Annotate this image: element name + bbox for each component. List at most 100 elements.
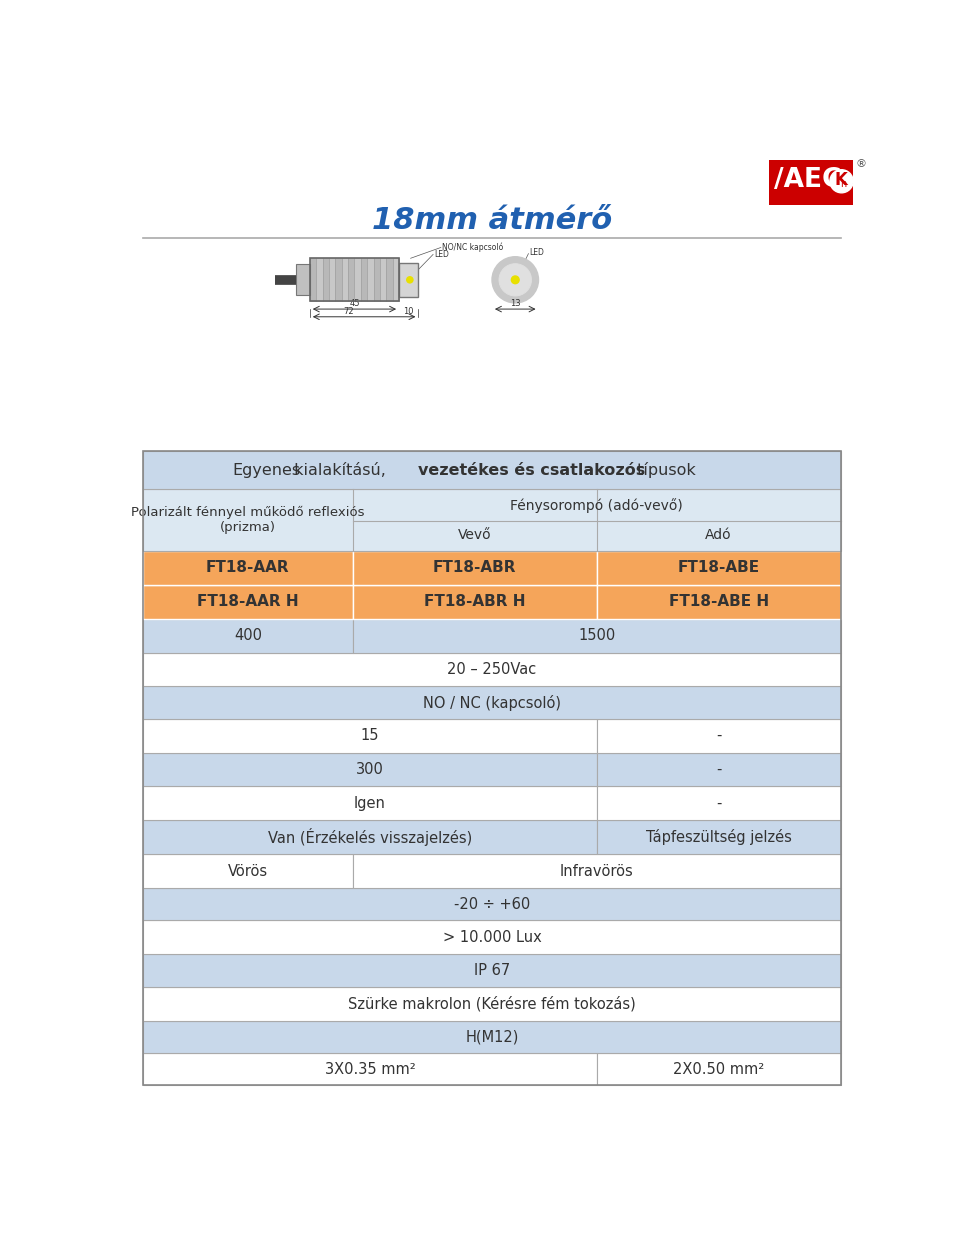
Bar bbox=[323, 258, 329, 302]
Bar bbox=[352, 618, 841, 653]
Text: kialakítású,: kialakítású, bbox=[289, 463, 391, 478]
Bar bbox=[316, 258, 323, 302]
Bar bbox=[373, 258, 380, 302]
Bar bbox=[342, 258, 348, 302]
Bar bbox=[143, 618, 352, 653]
Circle shape bbox=[512, 276, 519, 284]
Bar bbox=[143, 551, 352, 585]
Text: FT18-AAR H: FT18-AAR H bbox=[197, 594, 299, 609]
Bar bbox=[143, 450, 841, 489]
Circle shape bbox=[499, 263, 532, 297]
Bar bbox=[143, 987, 841, 1020]
Bar bbox=[596, 551, 841, 585]
Text: FT18-ABE H: FT18-ABE H bbox=[668, 594, 769, 609]
Bar bbox=[143, 921, 841, 954]
Bar bbox=[386, 258, 393, 302]
Bar bbox=[596, 787, 841, 820]
Text: Adó: Adó bbox=[706, 529, 732, 542]
Text: Igen: Igen bbox=[354, 795, 386, 810]
Text: Infravörös: Infravörös bbox=[560, 864, 634, 879]
Bar bbox=[596, 1052, 841, 1085]
Text: NO/NC kapcsoló: NO/NC kapcsoló bbox=[442, 243, 503, 252]
Text: Van (Érzékelés visszajelzés): Van (Érzékelés visszajelzés) bbox=[268, 828, 472, 846]
Text: Tápfeszültség jelzés: Tápfeszültség jelzés bbox=[646, 829, 792, 845]
Bar bbox=[596, 820, 841, 854]
Text: 18mm átmérő: 18mm átmérő bbox=[372, 206, 612, 235]
Text: FT18-ABE: FT18-ABE bbox=[678, 560, 759, 576]
Text: /AEC: /AEC bbox=[774, 166, 842, 192]
Bar bbox=[329, 258, 335, 302]
Text: K: K bbox=[834, 171, 847, 190]
Bar bbox=[143, 1020, 841, 1052]
Text: -: - bbox=[716, 795, 721, 810]
Bar bbox=[143, 686, 841, 719]
Text: -20 ÷ +60: -20 ÷ +60 bbox=[454, 897, 530, 912]
Circle shape bbox=[829, 170, 853, 192]
Bar bbox=[352, 585, 596, 618]
Text: > 10.000 Lux: > 10.000 Lux bbox=[443, 930, 541, 944]
Bar bbox=[143, 752, 596, 787]
Text: -: - bbox=[716, 762, 721, 777]
Text: 1500: 1500 bbox=[578, 628, 615, 643]
Bar bbox=[310, 258, 316, 302]
Bar bbox=[596, 719, 841, 752]
Bar bbox=[143, 1052, 596, 1085]
Bar bbox=[143, 820, 596, 854]
Bar bbox=[770, 160, 853, 205]
Bar bbox=[335, 258, 342, 302]
Text: LED: LED bbox=[434, 249, 448, 259]
Bar bbox=[596, 752, 841, 787]
Text: IP 67: IP 67 bbox=[474, 963, 510, 978]
Bar bbox=[367, 258, 373, 302]
Text: H(M12): H(M12) bbox=[466, 1029, 518, 1044]
Text: -: - bbox=[716, 728, 721, 743]
Text: Polarizált fénnyel működő reflexiós
(prizma): Polarizált fénnyel működő reflexiós (pri… bbox=[132, 506, 365, 534]
Bar bbox=[354, 258, 361, 302]
Bar bbox=[143, 653, 841, 686]
Text: 72: 72 bbox=[343, 307, 353, 316]
Text: FT18-ABR: FT18-ABR bbox=[433, 560, 516, 576]
Bar bbox=[596, 585, 841, 618]
Bar bbox=[296, 264, 310, 295]
Bar bbox=[361, 258, 367, 302]
Text: 300: 300 bbox=[356, 762, 384, 777]
Text: 3X0.35 mm²: 3X0.35 mm² bbox=[324, 1061, 416, 1077]
Bar bbox=[143, 954, 841, 987]
Text: LED: LED bbox=[529, 248, 544, 257]
Bar bbox=[348, 258, 354, 302]
Bar bbox=[310, 258, 399, 302]
Text: FT18-ABR H: FT18-ABR H bbox=[423, 594, 525, 609]
Circle shape bbox=[407, 277, 413, 283]
Text: h: h bbox=[840, 179, 846, 189]
Bar bbox=[143, 719, 596, 752]
Text: 13: 13 bbox=[510, 299, 520, 308]
Bar bbox=[143, 787, 596, 820]
Text: FT18-AAR: FT18-AAR bbox=[206, 560, 290, 576]
Circle shape bbox=[492, 257, 539, 303]
Text: 10: 10 bbox=[403, 307, 414, 316]
Text: Vörös: Vörös bbox=[228, 864, 268, 879]
Text: Szürke makrolon (Kérésre fém tokozás): Szürke makrolon (Kérésre fém tokozás) bbox=[348, 995, 636, 1011]
Text: 400: 400 bbox=[234, 628, 262, 643]
Text: Egyenes: Egyenes bbox=[232, 463, 300, 478]
Bar bbox=[380, 258, 386, 302]
Bar bbox=[143, 450, 841, 1085]
Bar bbox=[352, 551, 596, 585]
Text: 20 – 250Vac: 20 – 250Vac bbox=[447, 661, 537, 676]
Text: 15: 15 bbox=[361, 728, 379, 743]
Bar bbox=[143, 889, 841, 921]
Bar bbox=[399, 263, 419, 297]
Text: 2X0.50 mm²: 2X0.50 mm² bbox=[673, 1061, 764, 1077]
Bar bbox=[393, 258, 399, 302]
Text: Fénysorompó (adó-vevő): Fénysorompó (adó-vevő) bbox=[511, 498, 683, 513]
Bar bbox=[143, 489, 841, 551]
Bar bbox=[143, 585, 352, 618]
Text: ®: ® bbox=[855, 159, 867, 169]
Text: típusok: típusok bbox=[632, 462, 695, 478]
Text: vezetékes és csatlakozós: vezetékes és csatlakozós bbox=[419, 463, 646, 478]
Text: NO / NC (kapcsoló): NO / NC (kapcsoló) bbox=[423, 695, 561, 711]
Bar bbox=[143, 854, 352, 889]
Text: 45: 45 bbox=[349, 299, 360, 308]
Text: Vevő: Vevő bbox=[458, 529, 492, 542]
Bar bbox=[352, 854, 841, 889]
